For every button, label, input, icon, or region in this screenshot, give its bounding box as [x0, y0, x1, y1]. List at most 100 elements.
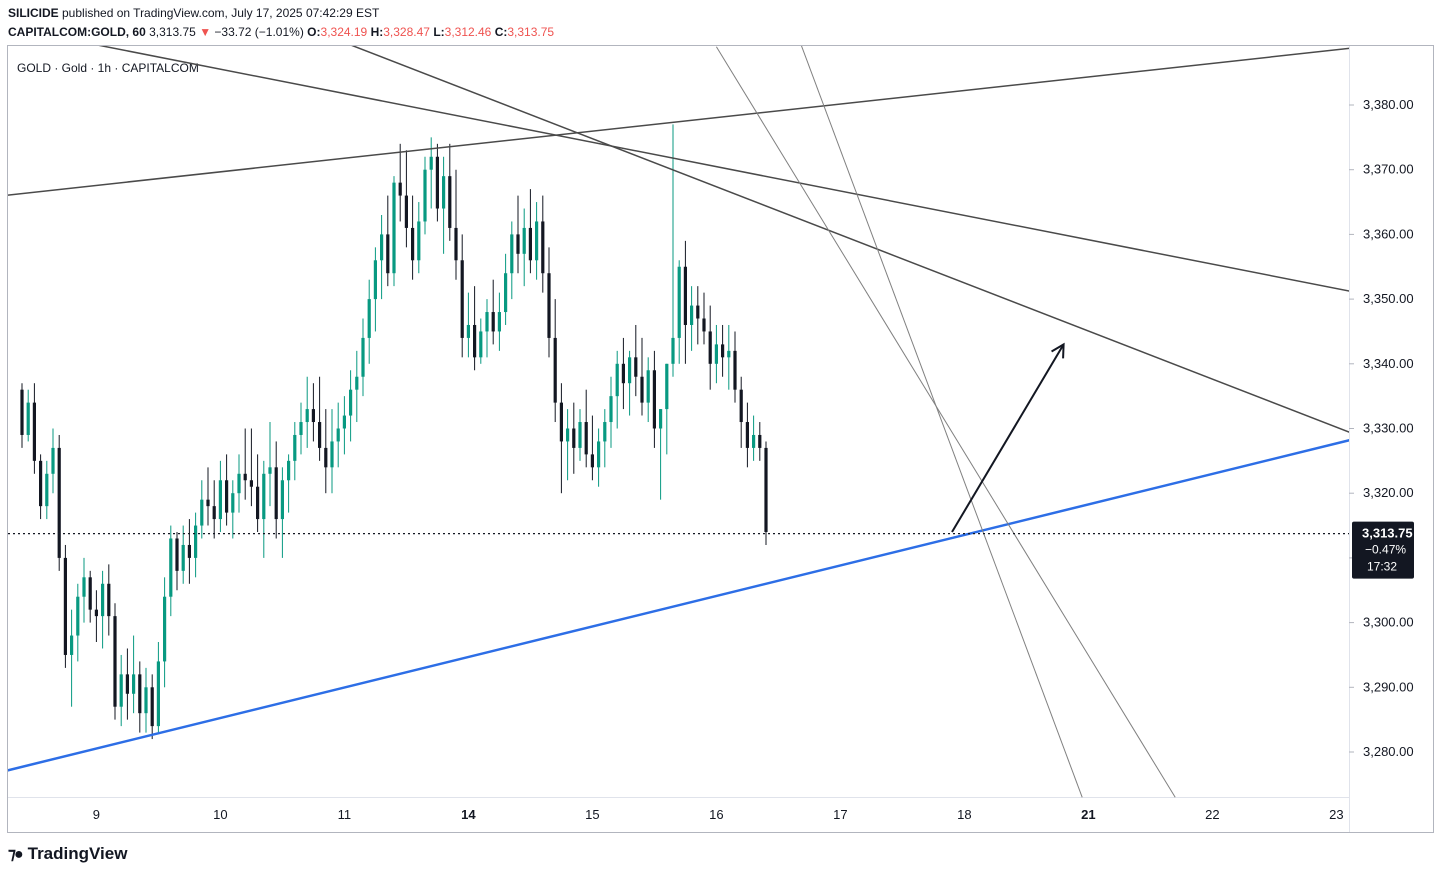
- candle: [293, 422, 297, 481]
- candle-body: [70, 635, 74, 655]
- candle-body: [677, 266, 681, 338]
- candle-body: [497, 312, 501, 332]
- candle: [299, 402, 303, 455]
- candle: [39, 454, 43, 520]
- candle-body: [473, 324, 477, 358]
- candle-body: [249, 480, 253, 487]
- price-tick-label: 3,380.00: [1363, 97, 1414, 112]
- candle: [169, 525, 173, 617]
- candle: [57, 434, 61, 571]
- candle: [516, 195, 520, 274]
- candle: [566, 409, 570, 481]
- candles-group: [20, 124, 768, 740]
- candle: [634, 324, 638, 397]
- candle-body: [175, 538, 179, 571]
- candle-body: [361, 337, 365, 377]
- candle-body: [88, 577, 92, 610]
- candle: [336, 402, 340, 468]
- candle-body: [262, 473, 266, 520]
- candle: [671, 124, 675, 377]
- candle: [125, 648, 129, 720]
- candle: [733, 331, 737, 403]
- candle-body: [683, 266, 687, 325]
- candle-body: [150, 687, 154, 727]
- candle: [392, 176, 396, 287]
- tradingview-brand[interactable]: TradingView: [27, 844, 128, 863]
- candle: [32, 383, 36, 474]
- time-tick-label: 23: [1329, 807, 1343, 822]
- candle-body: [280, 480, 284, 520]
- author-name[interactable]: SILICIDE: [8, 6, 59, 20]
- last-price-label: 3,313.75: [1362, 526, 1413, 541]
- candle-body: [733, 350, 737, 390]
- candle: [63, 544, 67, 668]
- price-tick-label: 3,300.00: [1363, 615, 1414, 630]
- candle-body: [287, 460, 291, 481]
- time-axis: 9 10 11 14 15 16 17 18 21 22 23: [93, 807, 1344, 822]
- candle: [144, 667, 148, 733]
- candle: [665, 363, 669, 455]
- open-label: O:: [307, 25, 321, 39]
- candle-body: [268, 467, 272, 474]
- candle-body: [113, 616, 117, 707]
- candle: [386, 195, 390, 287]
- candle: [547, 247, 551, 358]
- candle-body: [479, 331, 483, 358]
- bar-countdown: 17:32: [1367, 560, 1397, 574]
- candle-body: [547, 273, 551, 338]
- low-label: L:: [433, 25, 445, 39]
- candle-body: [256, 486, 260, 520]
- candle: [559, 383, 563, 494]
- candle-body: [739, 389, 743, 423]
- candle: [479, 318, 483, 364]
- publish-info: SILICIDE published on TradingView.com, J…: [8, 6, 379, 20]
- candle-body: [45, 473, 49, 507]
- time-tick-label: 18: [957, 807, 971, 822]
- candle-body: [212, 506, 216, 520]
- time-tick-label: 9: [93, 807, 100, 822]
- projection-arrow: [951, 343, 1065, 533]
- candle: [94, 590, 98, 643]
- candle-body: [330, 441, 334, 468]
- candle-body: [671, 337, 675, 364]
- candle-body: [206, 499, 210, 507]
- candle-body: [442, 176, 446, 209]
- candle-body: [101, 583, 105, 617]
- price-tick-label: 3,340.00: [1363, 356, 1414, 371]
- candle-body: [200, 499, 204, 526]
- candle-body: [324, 447, 328, 468]
- candle-body: [392, 182, 396, 274]
- candle-body: [621, 363, 625, 384]
- tradingview-footer: ⁊● TradingView: [8, 844, 127, 864]
- candle: [231, 480, 235, 539]
- candle: [435, 143, 439, 222]
- candle: [640, 337, 644, 416]
- candle-body: [163, 596, 167, 662]
- candle: [714, 324, 718, 384]
- time-tick-label: 14: [461, 807, 476, 822]
- candle-body: [225, 480, 229, 513]
- candle-body: [125, 674, 129, 694]
- candle: [367, 279, 371, 364]
- down-arrow-icon: ▼: [199, 25, 212, 39]
- candle-body: [82, 577, 86, 597]
- candle-body: [510, 234, 514, 274]
- candle-body: [708, 331, 712, 364]
- candle: [194, 512, 198, 578]
- candle-body: [355, 376, 359, 390]
- candle: [361, 318, 365, 397]
- candle: [311, 383, 315, 442]
- price-axis: 3,280.003,290.003,300.003,310.003,320.00…: [1349, 97, 1414, 759]
- candle-body: [454, 227, 458, 261]
- candle-body: [566, 428, 570, 442]
- candle: [330, 409, 334, 494]
- candle: [20, 383, 24, 448]
- candle-body: [435, 156, 439, 209]
- candle-body: [758, 434, 762, 448]
- candle: [454, 169, 458, 280]
- candle-body: [311, 409, 315, 423]
- candle: [287, 454, 291, 513]
- candle: [132, 635, 136, 714]
- candle-body: [690, 305, 694, 325]
